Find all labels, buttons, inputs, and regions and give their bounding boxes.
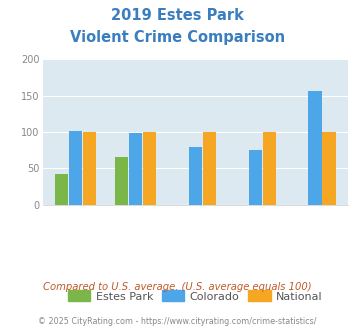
Bar [83, 132, 96, 205]
Text: © 2025 CityRating.com - https://www.cityrating.com/crime-statistics/: © 2025 CityRating.com - https://www.city… [38, 317, 317, 326]
Bar [248, 150, 262, 205]
Bar [263, 132, 276, 205]
Text: Compared to U.S. average. (U.S. average equals 100): Compared to U.S. average. (U.S. average … [43, 282, 312, 292]
Bar [69, 131, 82, 205]
Bar [55, 174, 68, 205]
Bar [203, 132, 216, 205]
Bar [143, 132, 156, 205]
Bar [115, 157, 128, 205]
Legend: Estes Park, Colorado, National: Estes Park, Colorado, National [63, 286, 327, 306]
Bar [129, 133, 142, 205]
Bar [322, 132, 335, 205]
Text: Violent Crime Comparison: Violent Crime Comparison [70, 30, 285, 45]
Bar [189, 147, 202, 205]
Text: 2019 Estes Park: 2019 Estes Park [111, 8, 244, 23]
Bar [308, 91, 322, 205]
